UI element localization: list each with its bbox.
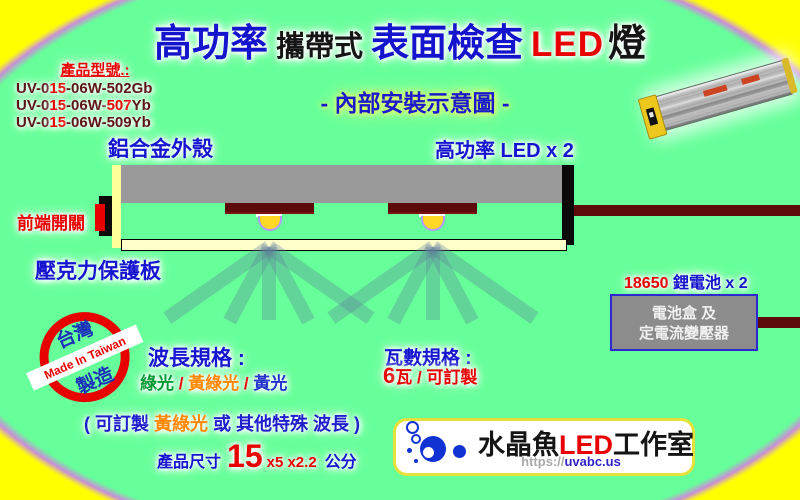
power-wire-top xyxy=(574,205,800,216)
title-surface-inspection: 表面檢查 xyxy=(371,23,524,65)
studio-name-led: LED xyxy=(559,430,613,460)
bubble-icon xyxy=(411,434,421,444)
battery-count: 鋰電池 x 2 xyxy=(668,275,748,292)
fish-eye-icon xyxy=(423,447,434,458)
bubble-icon xyxy=(406,421,419,434)
title-high-power: 高功率 xyxy=(153,23,268,65)
product-photo-body xyxy=(637,57,798,140)
studio-url: https://uvabc.us xyxy=(521,454,621,469)
page-title: 高功率 攜帶式 表面檢查 LED 燈 xyxy=(0,12,800,67)
studio-logo-box: 水晶魚LED工作室 https://uvabc.us xyxy=(393,418,695,476)
wattage-unit: 瓦 xyxy=(395,368,413,387)
acrylic-protective-plate xyxy=(121,239,567,251)
subtitle-internal-diagram: - 內部安裝示意圖 - xyxy=(320,90,510,116)
led-dome-1 xyxy=(258,216,282,231)
dimensions-unit: 公分 xyxy=(324,454,357,471)
battery-model: 18650 xyxy=(624,275,669,292)
model-line-3: UV-015-06W-509Yb xyxy=(16,114,151,131)
bubble-icon xyxy=(414,459,418,463)
wavelength-yellow: 黃光 xyxy=(253,374,288,393)
wattage-number: 6 xyxy=(383,363,396,388)
led-pcb-board-2 xyxy=(388,203,477,214)
label-acrylic-plate: 壓克力保護板 xyxy=(35,260,161,283)
led-pcb-board-1 xyxy=(225,203,314,214)
label-battery: 18650 鋰電池 x 2 xyxy=(624,269,748,293)
aluminum-housing-bar xyxy=(121,165,565,203)
lamp-left-end-cap xyxy=(112,165,121,248)
light-beam xyxy=(262,247,276,320)
wavelength-values: 綠光 / 黃綠光 / 黃光 xyxy=(140,374,288,393)
custom-order-note: ( 可訂製 黃綠光 或 其他特殊 波長 ) xyxy=(84,414,360,434)
label-high-power-led: 高功率 LED x 2 xyxy=(435,140,574,162)
led-dome-2 xyxy=(421,216,445,231)
front-switch-button xyxy=(95,204,105,231)
dimensions-length: 15 xyxy=(227,438,263,474)
studio-name: 水晶魚LED工作室 xyxy=(478,430,694,460)
title-portable: 攜帶式 xyxy=(275,31,363,63)
note-yellow-green: 黃綠光 xyxy=(154,414,208,434)
battery-box-line-1: 電池盒 及 xyxy=(651,305,717,322)
wavelength-green: 綠光 xyxy=(140,374,174,393)
product-dimensions: 產品尺寸 15 x5 x2.2 公分 xyxy=(157,438,357,475)
dimensions-label: 產品尺寸 xyxy=(157,454,222,471)
wavelength-yellow-green: 黃綠光 xyxy=(188,374,240,393)
wattage-custom: 可訂製 xyxy=(426,368,478,387)
label-aluminum-housing: 鋁合金外殼 xyxy=(108,138,213,161)
label-front-switch: 前端開關 xyxy=(17,214,85,233)
made-in-taiwan-stamp: 台灣 Made In Taiwan 製造 xyxy=(18,293,152,423)
bubble-icon xyxy=(407,448,412,453)
wattage-heading: 瓦數規格 : xyxy=(384,348,472,369)
dimensions-rest: x5 x2.2 xyxy=(266,454,317,471)
fish-logo-icon xyxy=(396,421,476,473)
lamp-right-end-cap xyxy=(562,165,574,245)
led-base-1 xyxy=(256,214,282,217)
wattage-values: 6瓦 / 可訂製 xyxy=(383,363,478,388)
product-photo xyxy=(637,52,800,140)
battery-box: 電池盒 及 定電流變壓器 xyxy=(610,294,758,351)
light-beam xyxy=(426,247,440,320)
product-photo-ridges xyxy=(650,60,794,132)
title-lamp: 燈 xyxy=(608,23,647,65)
led-base-2 xyxy=(419,214,445,217)
title-led: LED xyxy=(531,25,605,64)
battery-box-line-2: 定電流變壓器 xyxy=(638,325,729,342)
model-heading: 產品型號.: xyxy=(60,62,130,79)
model-line-2: UV-015-06W-507Yb xyxy=(16,97,151,114)
model-line-1: UV-015-06W-502Gb xyxy=(16,80,153,97)
model-number-list: 產品型號.: UV-015-06W-502Gb UV-015-06W-507Yb… xyxy=(16,62,174,131)
fish-head-icon xyxy=(453,445,466,458)
power-wire-bottom xyxy=(752,317,800,328)
wavelength-heading: 波長規格 : xyxy=(148,347,245,370)
